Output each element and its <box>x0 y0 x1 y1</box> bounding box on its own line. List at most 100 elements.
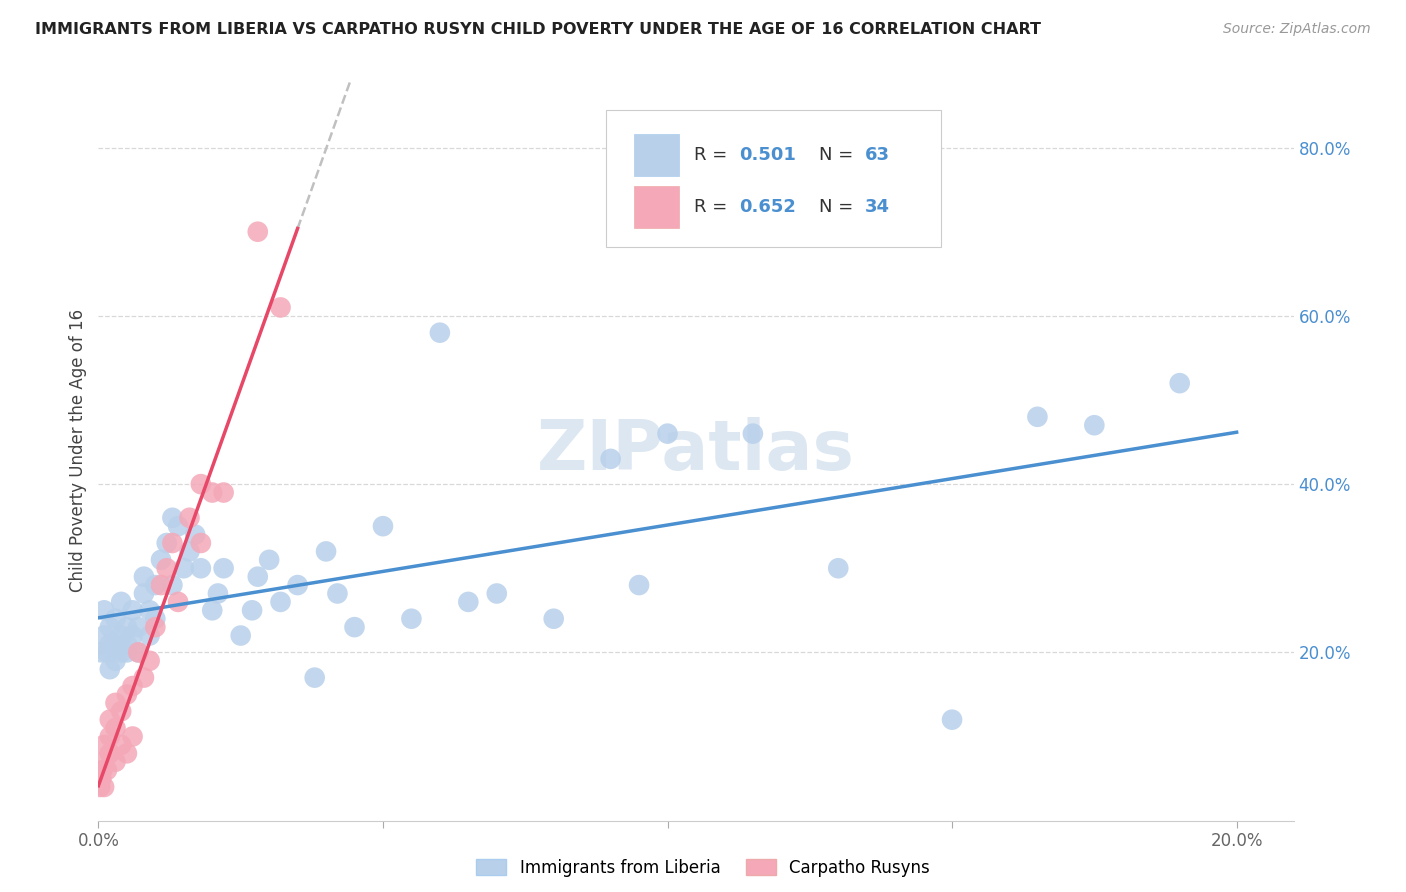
Text: N =: N = <box>820 198 859 216</box>
Point <box>1026 409 1049 424</box>
Point <box>179 510 201 524</box>
Point <box>150 578 173 592</box>
Point <box>167 595 190 609</box>
Text: N =: N = <box>820 146 859 164</box>
Text: 63: 63 <box>865 146 890 164</box>
Point <box>93 780 115 794</box>
Point <box>132 671 155 685</box>
Point <box>1168 376 1191 391</box>
Point <box>599 451 621 466</box>
Text: 34: 34 <box>865 198 890 216</box>
Bar <box>634 135 679 176</box>
Point <box>179 544 201 558</box>
Point <box>104 696 127 710</box>
Point <box>104 755 127 769</box>
Point <box>104 637 127 651</box>
Point <box>115 620 138 634</box>
Point <box>246 569 269 583</box>
Point <box>98 662 121 676</box>
Point <box>110 738 132 752</box>
Point <box>143 612 166 626</box>
Point <box>121 679 143 693</box>
Point <box>657 426 679 441</box>
Point <box>93 628 115 642</box>
Point <box>429 326 451 340</box>
Point <box>110 595 132 609</box>
Point <box>96 645 118 659</box>
Point <box>93 755 115 769</box>
Point <box>741 426 763 441</box>
Point <box>98 747 121 761</box>
Point <box>827 561 849 575</box>
Point <box>287 578 309 592</box>
Point <box>127 645 149 659</box>
Point <box>343 620 366 634</box>
Point <box>229 628 252 642</box>
Point <box>190 561 212 575</box>
Point <box>270 301 292 315</box>
Point <box>162 536 184 550</box>
Point <box>98 620 121 634</box>
Point <box>1083 418 1105 433</box>
Point <box>121 603 143 617</box>
Point <box>138 628 160 642</box>
Text: 0.652: 0.652 <box>740 198 796 216</box>
Point <box>115 637 138 651</box>
Point <box>110 628 132 642</box>
Point <box>89 780 111 794</box>
Point <box>90 772 112 786</box>
Point <box>270 595 292 609</box>
Point <box>485 586 508 600</box>
Point <box>173 561 195 575</box>
Point <box>184 527 207 541</box>
Text: IMMIGRANTS FROM LIBERIA VS CARPATHO RUSYN CHILD POVERTY UNDER THE AGE OF 16 CORR: IMMIGRANTS FROM LIBERIA VS CARPATHO RUSY… <box>35 22 1042 37</box>
Point <box>315 544 337 558</box>
Point <box>121 628 143 642</box>
Point <box>138 603 160 617</box>
Point <box>90 645 112 659</box>
Point <box>104 612 127 626</box>
Point <box>246 225 269 239</box>
Point <box>156 536 179 550</box>
Legend: Immigrants from Liberia, Carpatho Rusyns: Immigrants from Liberia, Carpatho Rusyns <box>470 853 936 884</box>
Text: ZIPatlas: ZIPatlas <box>537 417 855 484</box>
Point <box>98 637 121 651</box>
Point <box>326 586 349 600</box>
Point <box>110 645 132 659</box>
Point <box>132 569 155 583</box>
Point <box>150 553 173 567</box>
Point <box>115 747 138 761</box>
Point <box>127 645 149 659</box>
FancyBboxPatch shape <box>606 110 941 247</box>
Point <box>104 654 127 668</box>
Point <box>132 586 155 600</box>
Bar <box>634 186 679 227</box>
Point <box>162 510 184 524</box>
Point <box>257 553 280 567</box>
Point <box>162 578 184 592</box>
Point <box>104 721 127 735</box>
Point <box>143 620 166 634</box>
Point <box>201 603 224 617</box>
Point <box>543 612 565 626</box>
Point <box>628 578 651 592</box>
Point <box>201 485 224 500</box>
Point <box>941 713 963 727</box>
Point <box>121 730 143 744</box>
Point <box>143 578 166 592</box>
Point <box>304 671 326 685</box>
Y-axis label: Child Poverty Under the Age of 16: Child Poverty Under the Age of 16 <box>69 309 87 592</box>
Point <box>190 536 212 550</box>
Point <box>212 485 235 500</box>
Point <box>371 519 394 533</box>
Point <box>115 688 138 702</box>
Text: 0.501: 0.501 <box>740 146 796 164</box>
Point <box>212 561 235 575</box>
Point <box>98 730 121 744</box>
Point <box>401 612 423 626</box>
Point <box>110 704 132 718</box>
Text: R =: R = <box>693 146 733 164</box>
Point <box>457 595 479 609</box>
Point <box>156 561 179 575</box>
Point <box>127 620 149 634</box>
